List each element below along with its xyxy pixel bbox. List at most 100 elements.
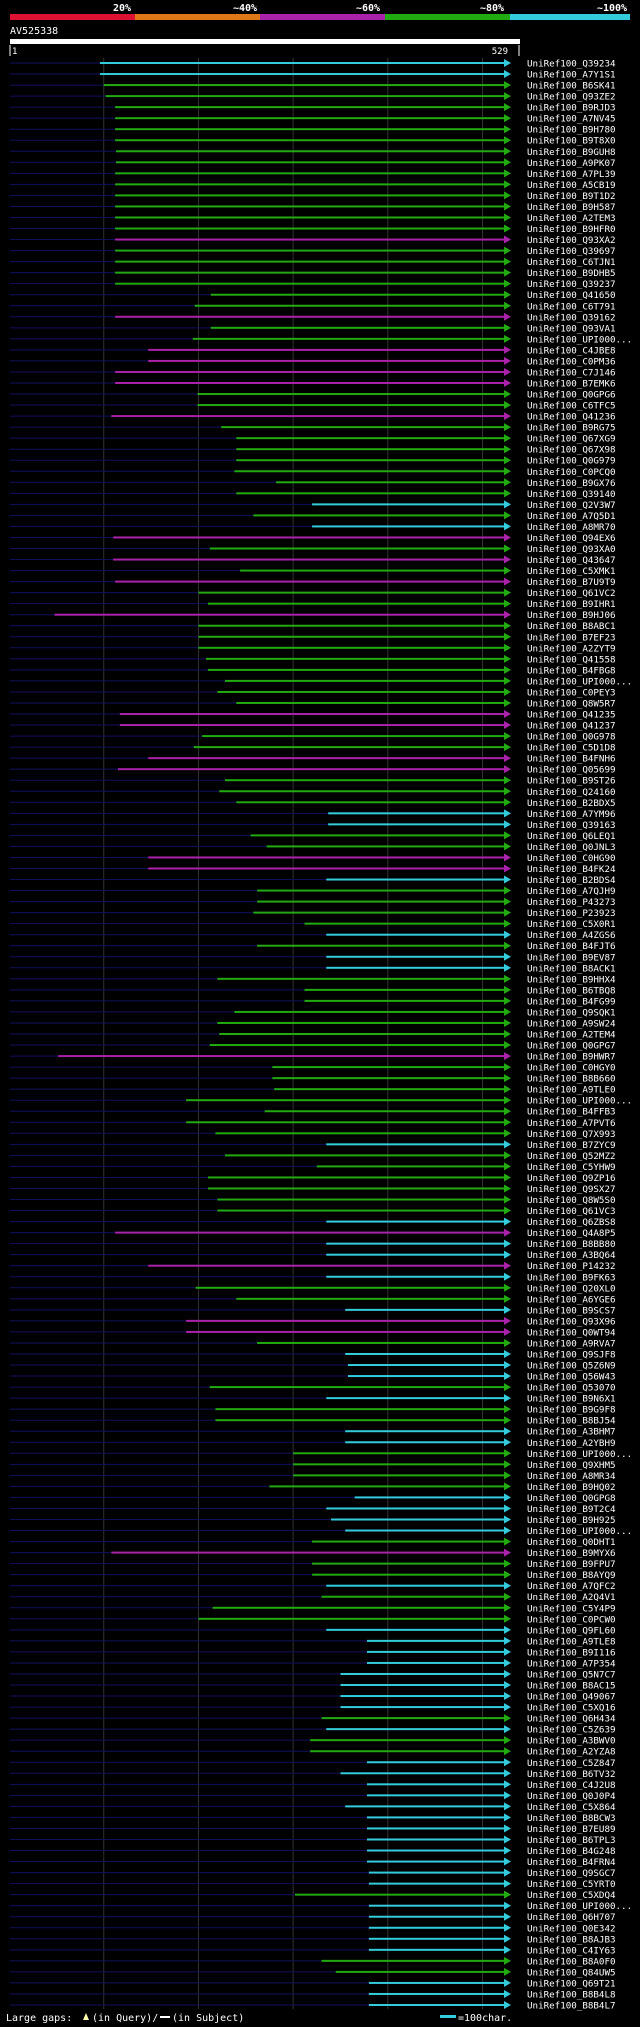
hit-bar[interactable] (115, 282, 504, 285)
hit-label[interactable]: UniRef100_Q93XA0 (527, 544, 616, 555)
hit-bar[interactable] (111, 1551, 505, 1554)
hit-label[interactable]: UniRef100_B7U9T9 (527, 577, 616, 588)
hit-label[interactable]: UniRef100_Q94EX6 (527, 533, 616, 544)
hit-bar[interactable] (326, 1253, 504, 1256)
hit-bar[interactable] (198, 635, 505, 638)
hit-bar[interactable] (368, 2004, 504, 2006)
hit-label[interactable]: UniRef100_C5X864 (527, 1802, 616, 1813)
hit-bar[interactable] (253, 514, 504, 517)
hit-label[interactable]: UniRef100_B4FFB3 (527, 1107, 616, 1118)
hit-label[interactable]: UniRef100_B7EF23 (527, 632, 616, 643)
hit-bar[interactable] (348, 1364, 504, 1367)
hit-bar[interactable] (206, 657, 505, 660)
hit-bar[interactable] (207, 602, 504, 605)
hit-label[interactable]: UniRef100_Q39162 (527, 312, 616, 323)
hit-bar[interactable] (368, 1992, 504, 1995)
hit-label[interactable]: UniRef100_Q39237 (527, 279, 616, 290)
hit-bar[interactable] (304, 999, 504, 1002)
hit-label[interactable]: UniRef100_B9FK63 (527, 1272, 616, 1283)
hit-label[interactable]: UniRef100_C6T791 (527, 301, 616, 312)
hit-bar[interactable] (326, 1628, 504, 1631)
hit-label[interactable]: UniRef100_C5YRT0 (527, 1879, 616, 1890)
hit-label[interactable]: UniRef100_Q49067 (527, 1692, 616, 1703)
hit-label[interactable]: UniRef100_B9T8X0 (527, 136, 616, 147)
hit-label[interactable]: UniRef100_Q9FL60 (527, 1625, 616, 1636)
hit-bar[interactable] (367, 1639, 504, 1642)
hit-bar[interactable] (115, 260, 504, 263)
hit-label[interactable]: UniRef100_B9GX76 (527, 478, 616, 489)
hit-label[interactable]: UniRef100_A7YM96 (527, 809, 616, 820)
hit-label[interactable]: UniRef100_B9HJ06 (527, 610, 616, 621)
hit-label[interactable]: UniRef100_UPI000... (527, 1526, 632, 1537)
hit-bar[interactable] (236, 492, 505, 495)
hit-bar[interactable] (316, 1165, 504, 1168)
hit-label[interactable]: UniRef100_Q0JNL3 (527, 842, 616, 853)
hit-bar[interactable] (257, 1341, 504, 1344)
hit-bar[interactable] (368, 1915, 504, 1918)
hit-bar[interactable] (224, 779, 504, 782)
hit-bar[interactable] (312, 1540, 504, 1543)
hit-bar[interactable] (115, 249, 504, 252)
hit-label[interactable]: UniRef100_Q7X993 (527, 1129, 616, 1140)
hit-label[interactable]: UniRef100_B9HQ02 (527, 1482, 616, 1493)
hit-label[interactable]: UniRef100_Q41650 (527, 290, 616, 301)
hit-label[interactable]: UniRef100_A9SW24 (527, 1018, 616, 1029)
hit-bar[interactable] (202, 735, 504, 738)
hit-label[interactable]: UniRef100_Q9SGC7 (527, 1868, 616, 1879)
hit-bar[interactable] (345, 1441, 504, 1444)
hit-bar[interactable] (354, 1496, 504, 1499)
hit-bar[interactable] (326, 933, 504, 936)
hit-bar[interactable] (115, 271, 504, 274)
hit-label[interactable]: UniRef100_B9N6X1 (527, 1394, 616, 1405)
hit-label[interactable]: UniRef100_Q9ZP16 (527, 1173, 616, 1184)
hit-label[interactable]: UniRef100_B9RG75 (527, 423, 616, 434)
hit-label[interactable]: UniRef100_C4IY63 (527, 1945, 616, 1956)
hit-bar[interactable] (148, 1264, 504, 1267)
hit-label[interactable]: UniRef100_Q67X98 (527, 445, 616, 456)
hit-bar[interactable] (194, 304, 504, 307)
hit-label[interactable]: UniRef100_C6TJN1 (527, 257, 616, 268)
hit-bar[interactable] (115, 238, 504, 241)
hit-label[interactable]: UniRef100_B9H780 (527, 125, 616, 136)
hit-bar[interactable] (326, 1143, 504, 1146)
hit-bar[interactable] (207, 668, 504, 671)
hit-bar[interactable] (217, 690, 505, 693)
hit-label[interactable]: UniRef100_Q0J0P4 (527, 1791, 616, 1802)
hit-bar[interactable] (272, 1066, 504, 1069)
hit-bar[interactable] (326, 1242, 504, 1245)
hit-bar[interactable] (276, 481, 504, 484)
hit-label[interactable]: UniRef100_Q61VC2 (527, 588, 616, 599)
hit-bar[interactable] (115, 139, 504, 142)
hit-label[interactable]: UniRef100_A3BWV0 (527, 1736, 616, 1747)
hit-bar[interactable] (253, 911, 504, 914)
hit-bar[interactable] (367, 1661, 504, 1664)
hit-bar[interactable] (115, 315, 504, 318)
hit-bar[interactable] (219, 790, 504, 793)
hit-label[interactable]: UniRef100_B9HHX4 (527, 974, 616, 985)
hit-bar[interactable] (367, 1838, 504, 1841)
hit-bar[interactable] (221, 426, 504, 429)
hit-label[interactable]: UniRef100_Q56W43 (527, 1372, 616, 1383)
hit-bar[interactable] (115, 117, 504, 120)
hit-label[interactable]: UniRef100_B9ST26 (527, 776, 616, 787)
hit-bar[interactable] (368, 1937, 504, 1940)
hit-bar[interactable] (236, 801, 505, 804)
hit-label[interactable]: UniRef100_A2YZA8 (527, 1747, 616, 1758)
hit-bar[interactable] (236, 701, 505, 704)
hit-bar[interactable] (148, 359, 504, 362)
hit-label[interactable]: UniRef100_B8BJ54 (527, 1416, 616, 1427)
hit-bar[interactable] (209, 1386, 504, 1389)
hit-label[interactable]: UniRef100_Q5Z6N9 (527, 1361, 616, 1372)
hit-label[interactable]: UniRef100_Q93VA1 (527, 323, 616, 334)
hit-label[interactable]: UniRef100_Q39697 (527, 246, 616, 257)
hit-label[interactable]: UniRef100_B6TBQ8 (527, 985, 616, 996)
hit-bar[interactable] (207, 1187, 504, 1190)
hit-label[interactable]: UniRef100_C0PCW0 (527, 1614, 616, 1625)
hit-bar[interactable] (215, 1419, 504, 1422)
hit-label[interactable]: UniRef100_A7Y1S1 (527, 70, 616, 81)
hit-bar[interactable] (326, 1220, 504, 1223)
hit-bar[interactable] (340, 1772, 504, 1775)
hit-bar[interactable] (115, 381, 504, 384)
hit-label[interactable]: UniRef100_Q4A8P5 (527, 1228, 616, 1239)
hit-label[interactable]: UniRef100_C0HG90 (527, 853, 616, 864)
